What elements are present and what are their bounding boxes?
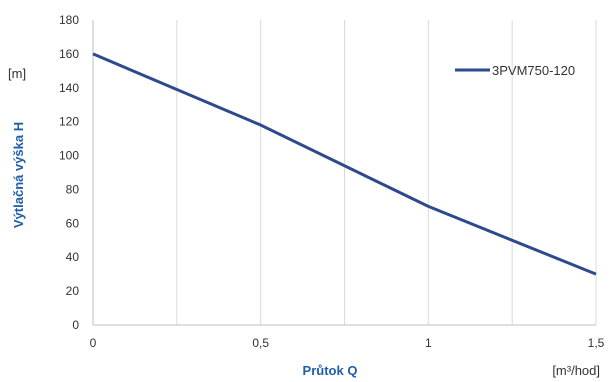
legend: 3PVM750-120 — [455, 63, 575, 78]
series-line-3pvm750-120 — [92, 52, 597, 276]
y-tick-labels: 0 20 40 60 80 100 120 140 160 180 — [59, 13, 79, 332]
x-axis-title: Průtok Q — [303, 363, 358, 378]
legend-label: 3PVM750-120 — [492, 63, 575, 78]
y-tick-label: 60 — [66, 216, 80, 230]
x-tick-label: 1,5 — [588, 336, 605, 350]
y-axis-title: Výtlačná výška H — [11, 122, 26, 228]
x-tick-labels: 0 0,5 1 1,5 — [90, 336, 605, 350]
series — [92, 52, 597, 276]
y-tick-label: 140 — [59, 81, 79, 95]
x-tick-label: 0,5 — [252, 336, 269, 350]
y-unit-label: [m] — [8, 66, 26, 81]
x-tick-label: 1 — [425, 336, 432, 350]
y-tick-label: 100 — [59, 149, 79, 163]
grid — [176, 20, 597, 325]
y-tick-label: 0 — [72, 318, 79, 332]
y-tick-label: 180 — [59, 13, 79, 27]
y-tick-label: 120 — [59, 115, 79, 129]
y-tick-label: 40 — [66, 250, 80, 264]
y-tick-label: 160 — [59, 47, 79, 61]
y-tick-label: 80 — [66, 182, 80, 196]
x-tick-label: 0 — [90, 336, 97, 350]
x-unit-label: [m³/hod] — [552, 363, 600, 378]
axes — [92, 20, 596, 326]
y-tick-label: 20 — [66, 284, 80, 298]
